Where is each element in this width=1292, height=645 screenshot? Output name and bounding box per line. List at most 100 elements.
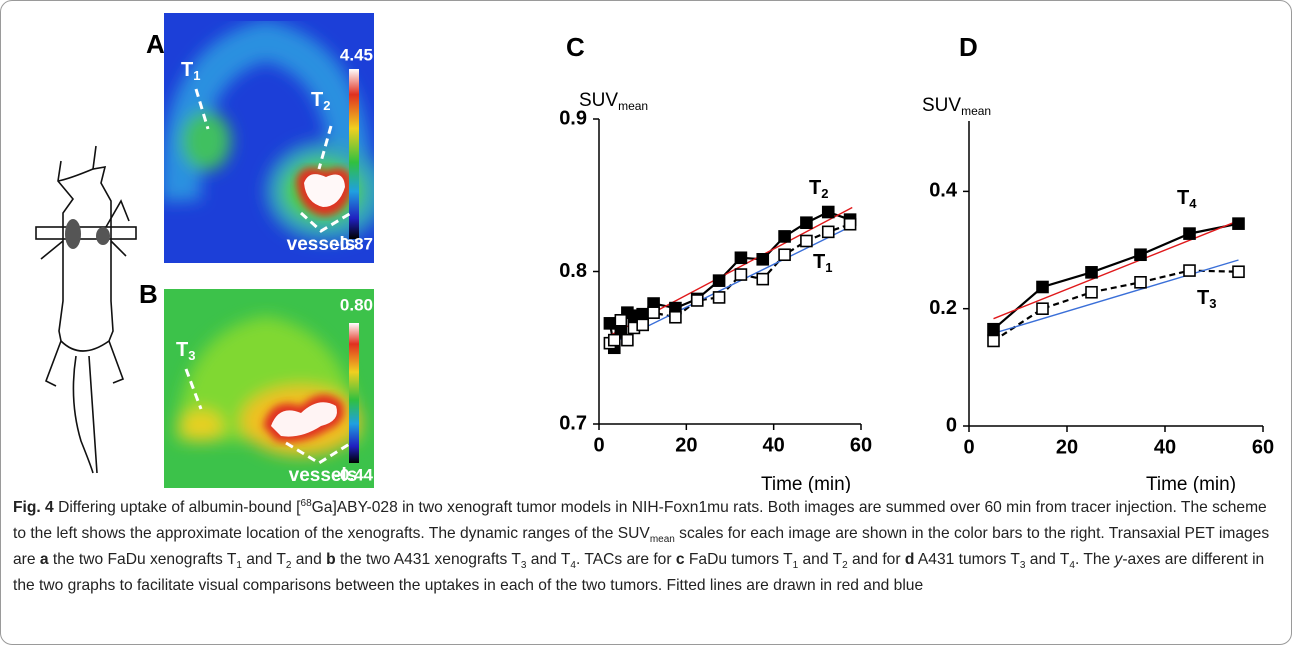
caption-run: Ga]ABY-028 in two xenograft tumor models…: [13, 499, 1267, 542]
caption-run: and for: [847, 551, 905, 568]
tumor-label-text: T: [311, 89, 323, 111]
caption-run: d: [904, 551, 915, 568]
tumor-pointer: [417, 342, 433, 387]
caption-run: 3: [1019, 560, 1026, 572]
tumor-label-text: T: [176, 339, 188, 361]
annotation-text: T: [813, 251, 825, 273]
data-point: [669, 310, 682, 324]
caption-run: and: [291, 551, 327, 568]
data-point: [821, 225, 835, 239]
tumor-location: [96, 227, 110, 245]
data-point: [756, 272, 770, 286]
data-point: [1134, 275, 1147, 289]
series-line: [609, 223, 851, 345]
annotation-sub: 1: [825, 260, 832, 275]
colorbar-min: -0.87: [334, 234, 373, 253]
annotation-text: T: [1177, 187, 1189, 209]
caption-run: 1: [792, 560, 799, 572]
data-point: [1134, 248, 1147, 262]
data-point: [1232, 217, 1245, 230]
annotation: T2: [809, 177, 828, 201]
annotation: T3: [1197, 287, 1216, 311]
data-point: [1085, 266, 1098, 279]
annotation: T4: [1177, 187, 1197, 211]
series-line: [993, 220, 1239, 320]
caption-run: a: [39, 551, 49, 568]
series-line: [993, 259, 1239, 334]
data-point: [1036, 280, 1049, 294]
data-point: [821, 205, 835, 219]
tumor-label-text: T: [181, 59, 193, 81]
annotation: T1: [813, 251, 832, 275]
data-point: [734, 251, 748, 265]
x-axis-label: Time (min): [761, 474, 851, 493]
y-axis-label-sub: mean: [618, 99, 648, 113]
data-point: [1036, 302, 1049, 315]
y-axis-label-sub: mean: [961, 104, 991, 118]
y-axis-label: SUVmean: [922, 95, 991, 118]
data-point: [1183, 227, 1196, 240]
data-point: [621, 333, 634, 347]
x-tick-label: 0: [963, 436, 974, 458]
data-point: [647, 306, 660, 319]
panel-letter: C: [566, 32, 585, 62]
colorbar-min: -0.44: [334, 465, 373, 484]
annotation-text: T: [809, 177, 821, 199]
y-tick-label: 0.9: [559, 107, 587, 129]
x-tick-label: 0: [593, 434, 604, 456]
data-point: [756, 253, 770, 266]
data-point: [987, 322, 1000, 336]
data-point: [800, 234, 813, 248]
data-point: [843, 217, 857, 231]
tumor-label-text: T: [405, 314, 417, 336]
caption-run: mean: [649, 534, 675, 546]
data-point: [1232, 265, 1245, 279]
annotation-text: T: [1197, 287, 1209, 309]
tumor-location: [65, 219, 81, 249]
tumor-label: T4: [405, 314, 425, 338]
x-tick-label: 40: [763, 434, 785, 456]
data-point: [800, 216, 813, 229]
data-point: [607, 333, 621, 347]
caption-run: . TACs are for: [575, 551, 676, 568]
caption-run: A431 tumors T: [914, 551, 1020, 568]
caption-run: 4: [1069, 560, 1075, 572]
tumor-label-sub: 1: [193, 68, 200, 83]
caption-run: FaDu tumors T: [684, 551, 793, 568]
series-line: [992, 222, 1239, 331]
tumor-label: T2: [311, 89, 330, 113]
data-point: [614, 326, 628, 339]
caption-run: -axes are different in the two graphs to…: [13, 551, 1265, 594]
caption-run: the two A431 xenografts T: [335, 551, 521, 568]
y-tick-label: 0: [946, 414, 957, 436]
vessels-label: vessels: [287, 234, 356, 255]
caption-run: y: [1114, 551, 1123, 568]
colorbar-max: 4.45: [340, 45, 373, 64]
y-tick-label: 0.8: [559, 260, 587, 282]
tumor-label: T3: [176, 339, 195, 363]
panel-letter: A: [146, 29, 165, 59]
caption-run: Fig. 4: [13, 499, 54, 516]
caption-run: 3: [520, 560, 527, 572]
caption-run: . The: [1074, 551, 1115, 568]
vessels-label: vessels: [289, 465, 358, 486]
data-point: [712, 274, 726, 287]
data-point: [778, 230, 791, 243]
colorbar-max: 0.80: [340, 295, 373, 314]
tumor-label: T1: [181, 59, 200, 83]
annotation-sub: 4: [1189, 196, 1197, 211]
caption-run: and T: [798, 551, 843, 568]
y-tick-label: 0.2: [929, 297, 957, 319]
caption-run: 4: [570, 560, 576, 572]
annotation-sub: 3: [1209, 296, 1216, 311]
data-point: [603, 317, 617, 330]
caption: Fig. 4 Differing uptake of albumin-bound…: [13, 495, 1279, 599]
data-point: [614, 313, 628, 327]
data-point: [636, 307, 649, 321]
data-point: [734, 268, 748, 281]
rat-scheme: [35, 145, 137, 474]
x-tick-label: 60: [850, 434, 872, 456]
y-axis-label-text: SUV: [922, 95, 961, 116]
series-line: [992, 269, 1239, 342]
